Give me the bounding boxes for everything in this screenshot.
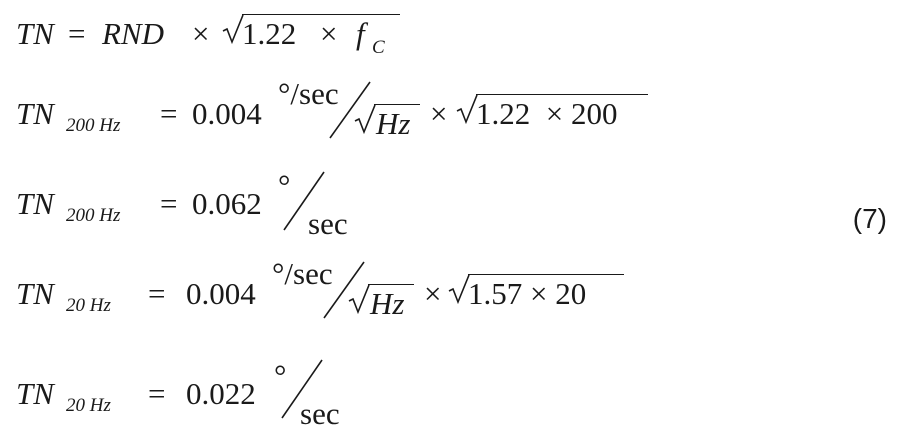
sqrt-overbar (468, 274, 624, 275)
sqrt-overbar (242, 14, 400, 15)
eq5-equals: = (148, 376, 166, 411)
eq5-value: 0.022 (186, 376, 256, 411)
eq1-radicand-times: × (320, 16, 338, 51)
eq2-radicand: 1.22 × 200 (476, 96, 618, 131)
eq1-fc-sub: C (372, 37, 385, 58)
eq4-unit-numerator: °/sec (272, 256, 333, 291)
eq1-times: × (192, 16, 210, 51)
fraction-slash (329, 81, 371, 139)
eq1-radicand-number: 1.22 (242, 16, 297, 51)
eq3-value: 0.062 (192, 186, 262, 221)
eq1-fc-base: f (356, 16, 365, 51)
eq2-times: × (430, 96, 448, 131)
eq5-unit-denominator: sec (300, 396, 340, 431)
eq4-lhs: TN (16, 276, 54, 311)
equation-number: (7) (852, 203, 887, 234)
eq4-radicand: 1.57 × 20 (468, 276, 587, 311)
eq2-coef: 0.004 (192, 96, 262, 131)
sqrt-sign (222, 14, 244, 45)
sqrt-overbar (374, 104, 420, 105)
eq3-equals: = (160, 186, 178, 221)
eq1-equals: = (68, 16, 86, 51)
eq4-unit-denominator: Hz (370, 286, 405, 321)
eq5-lhs: TN (16, 376, 54, 411)
fraction-slash (283, 171, 325, 231)
sqrt-sign (448, 274, 470, 305)
eq4-times: × (424, 276, 442, 311)
eq4-coef: 0.004 (186, 276, 256, 311)
eq3-unit-denominator: sec (308, 206, 348, 241)
sqrt-sign (456, 94, 478, 125)
sqrt-sign (348, 284, 370, 315)
eq3-lhs-sub: 200 Hz (66, 205, 121, 226)
sqrt-sign (354, 104, 376, 135)
eq4-lhs-sub: 20 Hz (66, 295, 111, 316)
eq3-lhs: TN (16, 186, 54, 221)
eq2-unit-denominator: Hz (376, 106, 411, 141)
eq1-rnd: RND (102, 16, 164, 51)
eq5-lhs-sub: 20 Hz (66, 395, 111, 416)
eq2-equals: = (160, 96, 178, 131)
fraction-slash (281, 359, 323, 419)
eq4-equals: = (148, 276, 166, 311)
eq3-unit-numerator: ° (278, 168, 291, 203)
eq2-unit-numerator: °/sec (278, 76, 339, 111)
sqrt-overbar (476, 94, 648, 95)
eq1-lhs: TN (16, 16, 54, 51)
eq2-lhs: TN (16, 96, 54, 131)
fraction-slash (323, 261, 365, 319)
eq2-lhs-sub: 200 Hz (66, 115, 121, 136)
sqrt-overbar (368, 284, 414, 285)
eq5-unit-numerator: ° (274, 358, 287, 393)
